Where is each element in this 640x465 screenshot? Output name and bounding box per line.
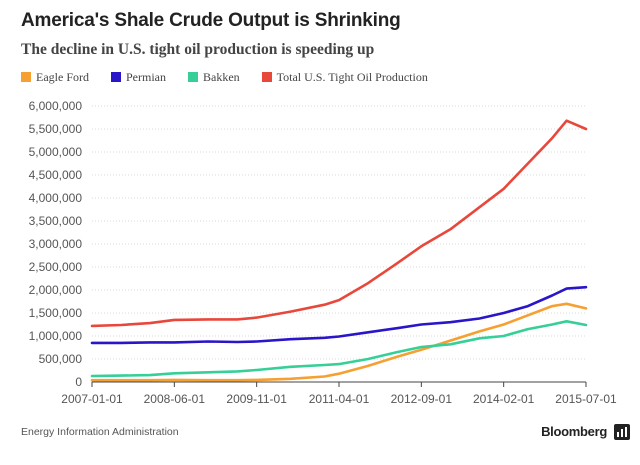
x-tick-label: 2015-07-01 <box>555 392 617 406</box>
legend-label: Total U.S. Tight Oil Production <box>276 69 428 84</box>
legend-label: Eagle Ford <box>36 69 89 84</box>
bloomberg-chart-icon <box>614 424 630 440</box>
y-tick-label: 5,000,000 <box>29 145 83 159</box>
y-tick-label: 3,000,000 <box>29 237 83 251</box>
x-tick-label: 2012-09-01 <box>391 392 453 406</box>
bloomberg-logo: Bloomberg <box>541 424 607 439</box>
chart-title: America's Shale Crude Output is Shrinkin… <box>21 10 401 31</box>
legend-item: Total U.S. Tight Oil Production <box>261 69 428 85</box>
y-tick-label: 6,000,000 <box>29 99 83 113</box>
y-tick-label: 0 <box>75 375 82 389</box>
legend-swatch <box>111 72 121 82</box>
legend-swatch <box>261 72 272 82</box>
legend-swatch <box>21 72 31 82</box>
legend-item: Bakken <box>188 70 240 85</box>
chart-subtitle: The decline in U.S. tight oil production… <box>21 41 375 58</box>
series-line <box>90 319 588 378</box>
legend-label: Permian <box>126 69 166 84</box>
y-tick-label: 2,500,000 <box>29 260 83 274</box>
y-tick-label: 1,500,000 <box>29 306 83 320</box>
y-tick-label: 1,000,000 <box>29 329 83 343</box>
y-tick-label: 4,000,000 <box>29 191 83 205</box>
x-tick-label: 2014-02-01 <box>473 392 535 406</box>
x-tick-label: 2011-04-01 <box>309 392 370 406</box>
legend-label: Bakken <box>203 69 240 84</box>
series-line <box>90 302 588 382</box>
legend-swatch <box>188 72 198 82</box>
x-tick-label: 2009-11-01 <box>226 392 287 406</box>
series-line <box>90 119 588 328</box>
legend-item: Permian <box>111 70 166 85</box>
y-tick-label: 500,000 <box>39 352 83 366</box>
x-tick-label: 2007-01-01 <box>61 392 123 406</box>
y-tick-label: 3,500,000 <box>29 214 83 228</box>
legend-item: Eagle Ford <box>21 70 89 85</box>
chart-legend: Eagle Ford Permian Bakken Total U.S. Tight … <box>21 70 450 84</box>
x-tick-label: 2008-06-01 <box>144 392 206 406</box>
y-tick-label: 2,000,000 <box>29 283 83 297</box>
series-line <box>90 285 588 345</box>
y-tick-label: 5,500,000 <box>29 122 83 136</box>
y-tick-label: 4,500,000 <box>29 168 83 182</box>
source-note: Energy Information Administration <box>21 426 179 438</box>
